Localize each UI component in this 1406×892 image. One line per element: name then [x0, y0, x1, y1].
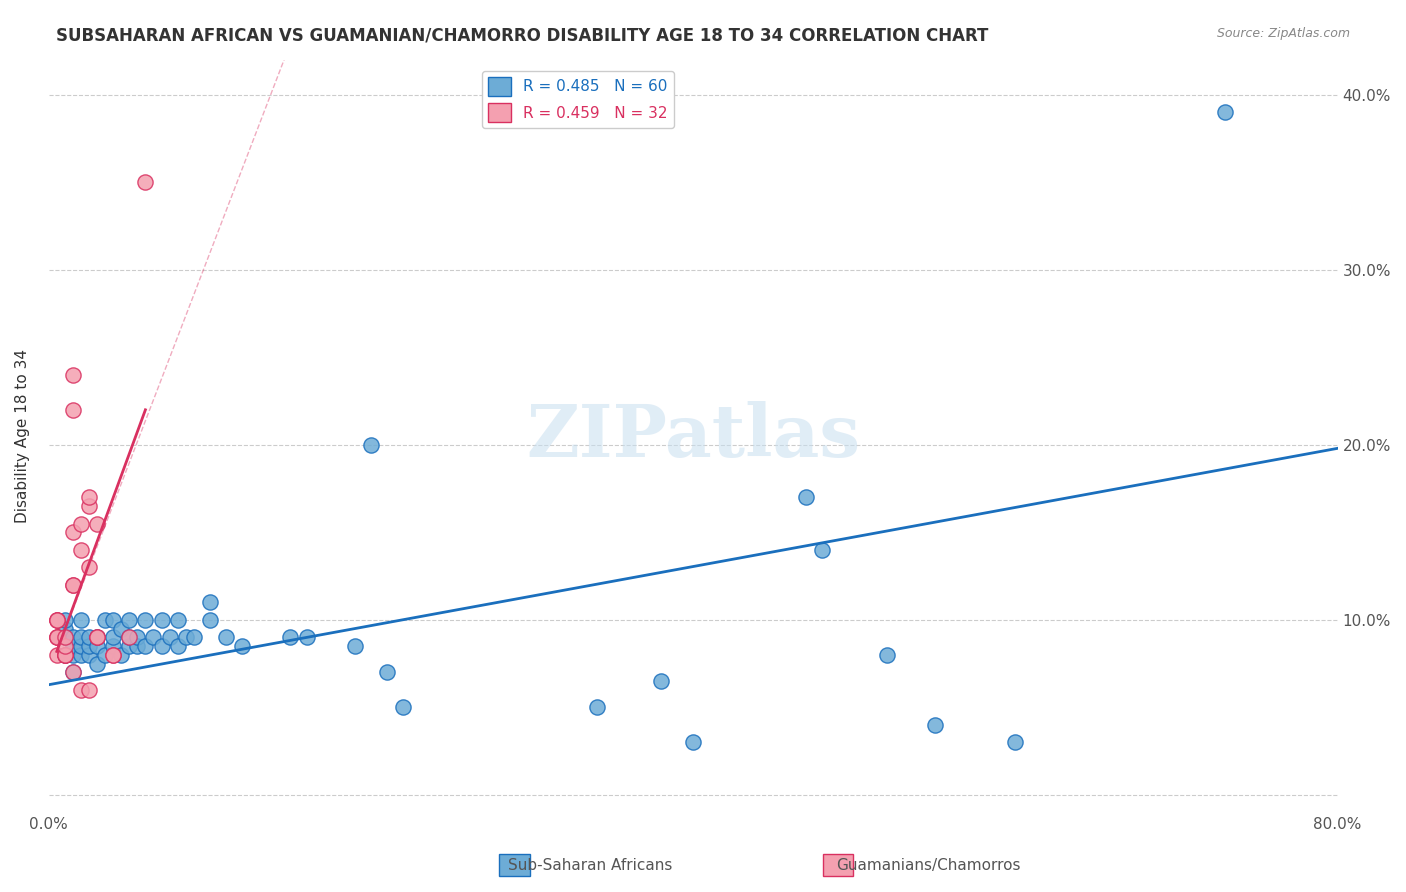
Point	[94, 613, 117, 627]
Text: ZIPatlas: ZIPatlas	[526, 401, 860, 472]
Point	[103, 648, 125, 662]
Point	[62, 639, 84, 653]
Point	[45, 613, 67, 627]
Point	[53, 648, 76, 662]
Point	[94, 648, 117, 662]
Point	[231, 639, 253, 653]
Point	[295, 631, 318, 645]
Point	[53, 648, 76, 662]
Point	[118, 639, 141, 653]
Point	[70, 648, 93, 662]
Point	[62, 525, 84, 540]
Point	[159, 631, 181, 645]
Point	[375, 665, 398, 680]
Point	[585, 700, 607, 714]
Point	[103, 639, 125, 653]
Point	[53, 631, 76, 645]
Point	[86, 631, 108, 645]
Point	[127, 631, 149, 645]
Text: Sub-Saharan Africans: Sub-Saharan Africans	[509, 858, 672, 872]
Point	[127, 639, 149, 653]
Point	[134, 613, 156, 627]
Point	[77, 683, 100, 698]
Point	[53, 648, 76, 662]
Point	[142, 631, 165, 645]
Point	[86, 631, 108, 645]
Point	[45, 648, 67, 662]
Point	[70, 639, 93, 653]
Y-axis label: Disability Age 18 to 34: Disability Age 18 to 34	[15, 349, 30, 523]
Legend: R = 0.485   N = 60, R = 0.459   N = 32: R = 0.485 N = 60, R = 0.459 N = 32	[482, 71, 673, 128]
Point	[45, 631, 67, 645]
Point	[53, 622, 76, 636]
Point	[198, 613, 221, 627]
Point	[343, 639, 366, 653]
Point	[53, 631, 76, 645]
Point	[794, 491, 817, 505]
Point	[62, 402, 84, 417]
Point	[77, 491, 100, 505]
Point	[118, 631, 141, 645]
Point	[70, 613, 93, 627]
Point	[280, 631, 302, 645]
Point	[1213, 105, 1236, 120]
Point	[110, 622, 132, 636]
Point	[70, 542, 93, 557]
Point	[62, 665, 84, 680]
Point	[103, 613, 125, 627]
Point	[86, 631, 108, 645]
Point	[77, 499, 100, 513]
Point	[62, 648, 84, 662]
Point	[77, 560, 100, 574]
Point	[134, 175, 156, 189]
Point	[53, 613, 76, 627]
Point	[45, 613, 67, 627]
Point	[103, 631, 125, 645]
Point	[70, 631, 93, 645]
Point	[62, 578, 84, 592]
Point	[77, 631, 100, 645]
Point	[150, 639, 173, 653]
Point	[45, 631, 67, 645]
Point	[876, 648, 898, 662]
Point	[134, 639, 156, 653]
Text: Source: ZipAtlas.com: Source: ZipAtlas.com	[1216, 27, 1350, 40]
Point	[62, 578, 84, 592]
Text: Guamanians/Chamorros: Guamanians/Chamorros	[835, 858, 1021, 872]
Point	[924, 718, 946, 732]
Point	[215, 631, 238, 645]
Point	[360, 438, 382, 452]
Point	[45, 631, 67, 645]
Point	[1004, 735, 1026, 749]
Point	[198, 595, 221, 609]
Point	[174, 631, 197, 645]
Point	[70, 516, 93, 531]
Point	[103, 648, 125, 662]
Point	[811, 542, 834, 557]
Point	[118, 613, 141, 627]
Point	[86, 516, 108, 531]
Point	[183, 631, 205, 645]
Point	[650, 674, 672, 689]
Point	[682, 735, 704, 749]
Point	[86, 657, 108, 671]
Point	[62, 631, 84, 645]
Point	[77, 639, 100, 653]
Point	[110, 648, 132, 662]
Point	[62, 368, 84, 382]
Point	[70, 683, 93, 698]
Point	[53, 631, 76, 645]
Point	[53, 648, 76, 662]
Text: SUBSAHARAN AFRICAN VS GUAMANIAN/CHAMORRO DISABILITY AGE 18 TO 34 CORRELATION CHA: SUBSAHARAN AFRICAN VS GUAMANIAN/CHAMORRO…	[56, 27, 988, 45]
Point	[45, 613, 67, 627]
Point	[150, 613, 173, 627]
Point	[166, 639, 188, 653]
Point	[53, 639, 76, 653]
Point	[118, 631, 141, 645]
Point	[77, 648, 100, 662]
Point	[392, 700, 415, 714]
Point	[62, 665, 84, 680]
Point	[166, 613, 188, 627]
Point	[86, 639, 108, 653]
